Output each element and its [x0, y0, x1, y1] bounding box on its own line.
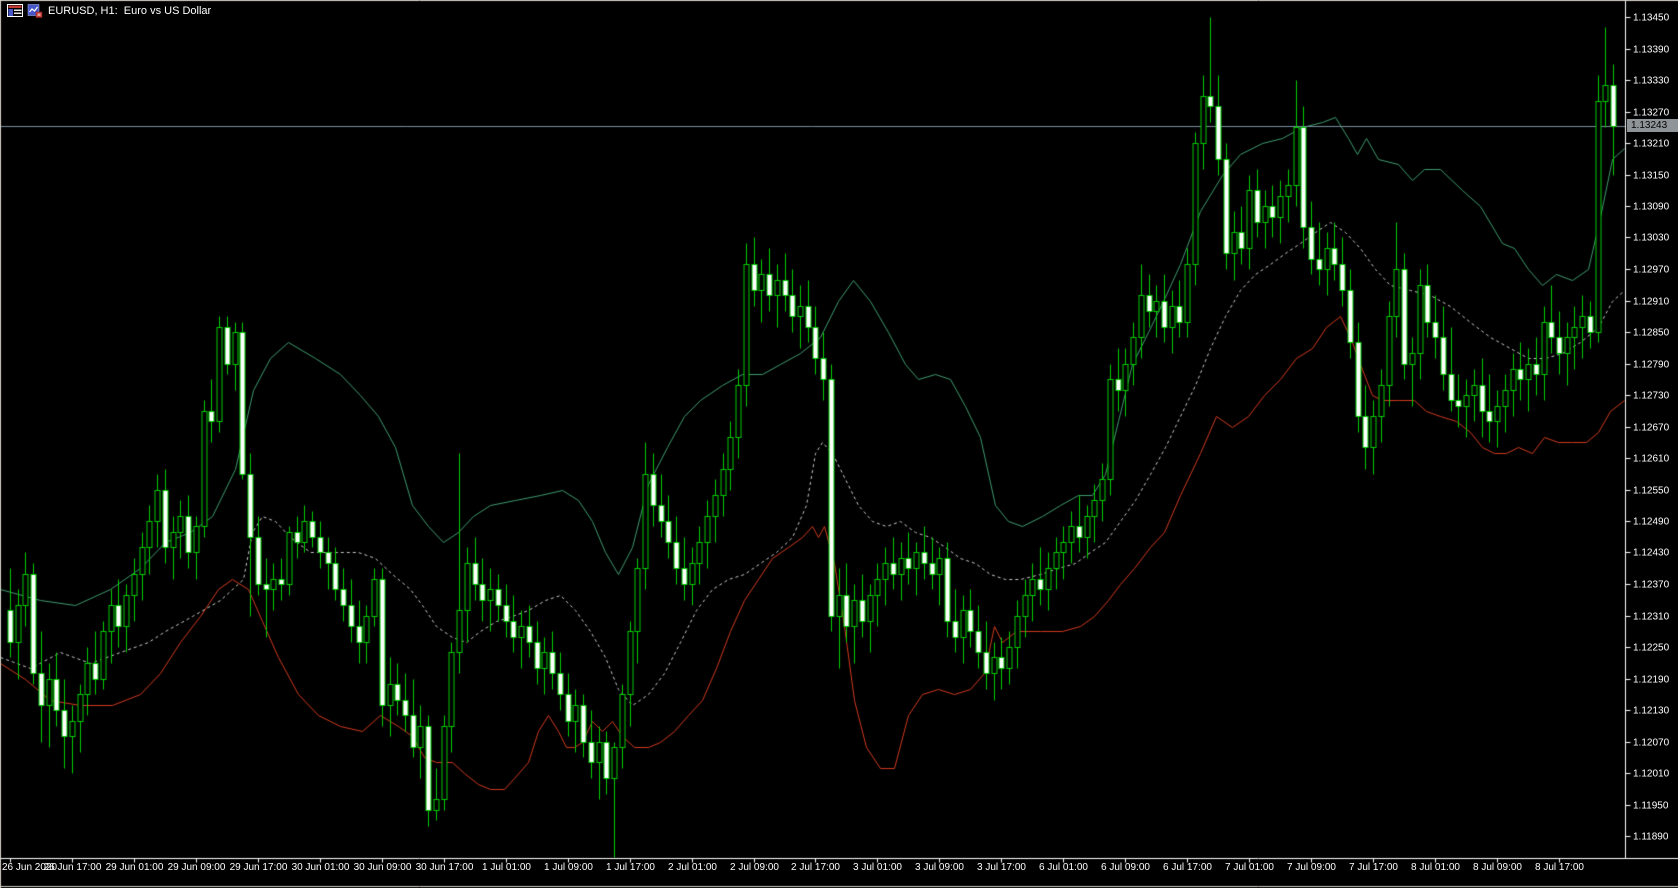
- time-axis-tick-label: 7 Jul 09:00: [1287, 862, 1336, 873]
- time-axis-tick-label: 3 Jul 01:00: [853, 862, 902, 873]
- time-axis-tick-label: 1 Jul 17:00: [606, 862, 655, 873]
- price-axis-tick-label: 1.12310: [1633, 611, 1670, 622]
- chart-title-bar: EURUSD, H1: Euro vs US Dollar: [0, 0, 1678, 22]
- time-axis-tick-label: 6 Jul 09:00: [1101, 862, 1150, 873]
- time-axis-tick-label: 8 Jul 09:00: [1473, 862, 1522, 873]
- current-price-badge: 1.13243: [1627, 119, 1678, 132]
- price-axis-tick-label: 1.13450: [1633, 12, 1670, 23]
- time-axis-tick-label: 7 Jul 01:00: [1225, 862, 1274, 873]
- time-axis-tick-label: 2 Jul 09:00: [730, 862, 779, 873]
- price-axis-tick-label: 1.13090: [1633, 201, 1670, 212]
- time-axis-tick-label: 6 Jul 17:00: [1163, 862, 1212, 873]
- time-axis-tick-label: 7 Jul 17:00: [1349, 862, 1398, 873]
- chart-type-icon[interactable]: [27, 4, 43, 18]
- price-axis-tick-label: 1.12790: [1633, 359, 1670, 370]
- price-axis-tick-label: 1.13390: [1633, 44, 1670, 55]
- price-axis-tick-label: 1.11950: [1633, 800, 1669, 811]
- chart-window-icon[interactable]: [7, 4, 23, 18]
- time-axis-tick-label: 29 Jun 17:00: [229, 862, 288, 873]
- price-axis-tick-label: 1.13150: [1633, 170, 1670, 181]
- price-axis-tick-label: 1.12970: [1633, 264, 1670, 275]
- price-axis-tick-label: 1.12010: [1633, 768, 1670, 779]
- price-axis-tick-label: 1.12190: [1633, 674, 1670, 685]
- price-axis-tick-label: 1.12370: [1633, 579, 1670, 590]
- time-axis-tick-label: 30 Jun 09:00: [353, 862, 412, 873]
- time-axis-tick-label: 30 Jun 17:00: [415, 862, 474, 873]
- time-axis-tick-label: 1 Jul 09:00: [544, 862, 593, 873]
- price-axis-tick-label: 1.11890: [1633, 831, 1669, 842]
- time-axis-tick-label: 8 Jul 17:00: [1535, 862, 1584, 873]
- price-axis-tick-label: 1.13030: [1633, 232, 1670, 243]
- chart-title: EURUSD, H1: Euro vs US Dollar: [48, 5, 212, 17]
- price-axis-tick-label: 1.12610: [1633, 453, 1670, 464]
- price-axis-tick-label: 1.12070: [1633, 737, 1670, 748]
- time-axis-tick-label: 29 Jun 09:00: [167, 862, 226, 873]
- price-axis-tick-label: 1.12490: [1633, 516, 1670, 527]
- time-axis-tick-label: 2 Jul 17:00: [791, 862, 840, 873]
- time-axis-tick-label: 3 Jul 17:00: [977, 862, 1026, 873]
- price-axis-tick-label: 1.12250: [1633, 642, 1670, 653]
- price-axis-tick-label: 1.12130: [1633, 705, 1670, 716]
- time-axis-tick-label: 26 Jun 2020: [2, 862, 58, 873]
- time-axis-tick-label: 3 Jul 09:00: [915, 862, 964, 873]
- price-axis-tick-label: 1.13270: [1633, 107, 1670, 118]
- price-axis-tick-label: 1.12850: [1633, 327, 1670, 338]
- price-axis-tick-label: 1.13210: [1633, 138, 1670, 149]
- time-axis-tick-label: 1 Jul 01:00: [482, 862, 531, 873]
- price-axis-tick-label: 1.12550: [1633, 485, 1670, 496]
- price-axis-tick-label: 1.12730: [1633, 390, 1670, 401]
- time-axis-tick-label: 6 Jul 01:00: [1039, 862, 1088, 873]
- price-axis-tick-label: 1.12430: [1633, 547, 1670, 558]
- time-axis-tick-label: 26 Jun 17:00: [43, 862, 102, 873]
- price-axis-tick-label: 1.12670: [1633, 422, 1670, 433]
- price-axis-tick-label: 1.12910: [1633, 296, 1670, 307]
- time-axis-tick-label: 29 Jun 01:00: [105, 862, 164, 873]
- time-axis-tick-label: 8 Jul 01:00: [1411, 862, 1460, 873]
- time-axis-tick-label: 2 Jul 01:00: [668, 862, 717, 873]
- price-axis-tick-label: 1.13330: [1633, 75, 1670, 86]
- time-axis-tick-label: 30 Jun 01:00: [291, 862, 350, 873]
